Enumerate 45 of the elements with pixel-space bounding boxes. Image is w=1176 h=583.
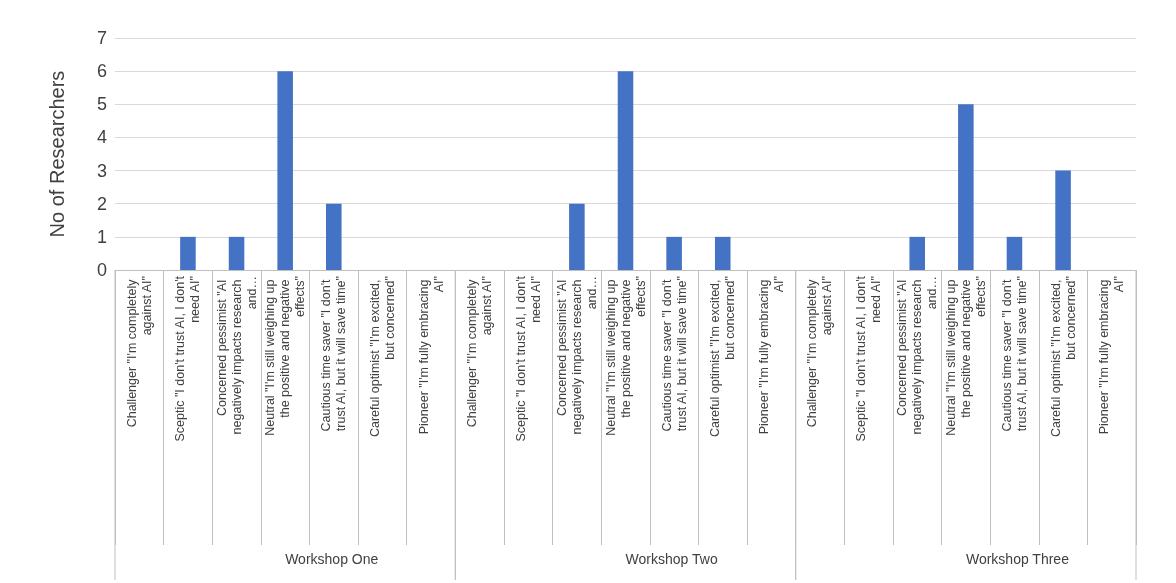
x-tick-label: Careful optimist "I'm excited, but concerned" [367, 276, 397, 438]
x-tick-label: Cautious time saver "I don't trust AI, but it will save time" [319, 276, 349, 432]
text: Workshop Two [625, 551, 718, 567]
x-tick-label: Sceptic "I don't trust AI, I don't need AI" [173, 275, 203, 442]
x-tick-label: Challenger "I'm completely against AI" [465, 276, 495, 428]
bar [1006, 236, 1023, 270]
x-tick-label: Neutral "I'm still weighing up the positive and negative effects" [943, 276, 988, 436]
y-tick-label: 2 [96, 193, 107, 214]
bar [617, 71, 634, 270]
y-tick-label: 1 [96, 226, 107, 247]
bar [326, 203, 342, 270]
x-tick-label: Pioneer "I'm fully embracing AI" [756, 276, 786, 435]
y-axis-title: No of Researchers [46, 70, 68, 238]
x-tick-label: Cautious time saver "I don't trust AI, but it will save time" [659, 276, 689, 432]
x-tick-label: Pioneer "I'm fully embracing AI" [416, 276, 446, 435]
x-tick-label: Careful optimist "I'm excited, but concerned" [708, 276, 738, 438]
y-tick-label: 7 [96, 28, 107, 48]
x-tick-label: Careful optimist "I'm excited, but concerned" [1048, 276, 1078, 438]
x-tick-label: Challenger "I'm completely against AI" [805, 276, 835, 428]
x-tick-label: Neutral "I'm still weighing up the positive and negative effects" [263, 276, 308, 436]
text: Workshop One [285, 551, 379, 567]
x-tick-label: Challenger "I'm completely against AI" [124, 276, 154, 428]
text: Workshop Three [965, 551, 1070, 567]
bar [909, 236, 925, 270]
x-tick-label: Concerned pessimist "AI negatively impacts research and… [214, 276, 259, 435]
bar [1055, 170, 1071, 270]
bar [958, 104, 974, 270]
x-tick-label: Pioneer "I'm fully embracing AI" [1097, 276, 1127, 435]
bar [714, 236, 731, 270]
bar [228, 236, 245, 270]
y-tick-label: 6 [96, 61, 107, 82]
y-tick-label: 5 [96, 94, 107, 115]
y-tick-label: 3 [96, 160, 107, 181]
y-tick-label: 4 [96, 127, 107, 148]
x-tick-label: Concerned pessimist "AI negatively impacts research and… [554, 276, 599, 435]
bar [666, 236, 682, 270]
bar [277, 71, 293, 270]
x-tick-label: Concerned pessimist "AI negatively impacts research and… [895, 276, 940, 435]
x-tick-label: Neutral "I'm still weighing up the positive and negative effects" [603, 276, 648, 436]
bar [180, 236, 196, 270]
x-tick-label: Sceptic "I don't trust AI, I don't need AI" [513, 275, 543, 442]
bar [569, 203, 585, 270]
x-tick-label: Sceptic "I don't trust AI, I don't need AI" [854, 275, 884, 442]
y-tick-label: 0 [96, 260, 107, 280]
x-tick-label: Cautious time saver "I don't trust AI, but it will save time" [999, 276, 1029, 432]
